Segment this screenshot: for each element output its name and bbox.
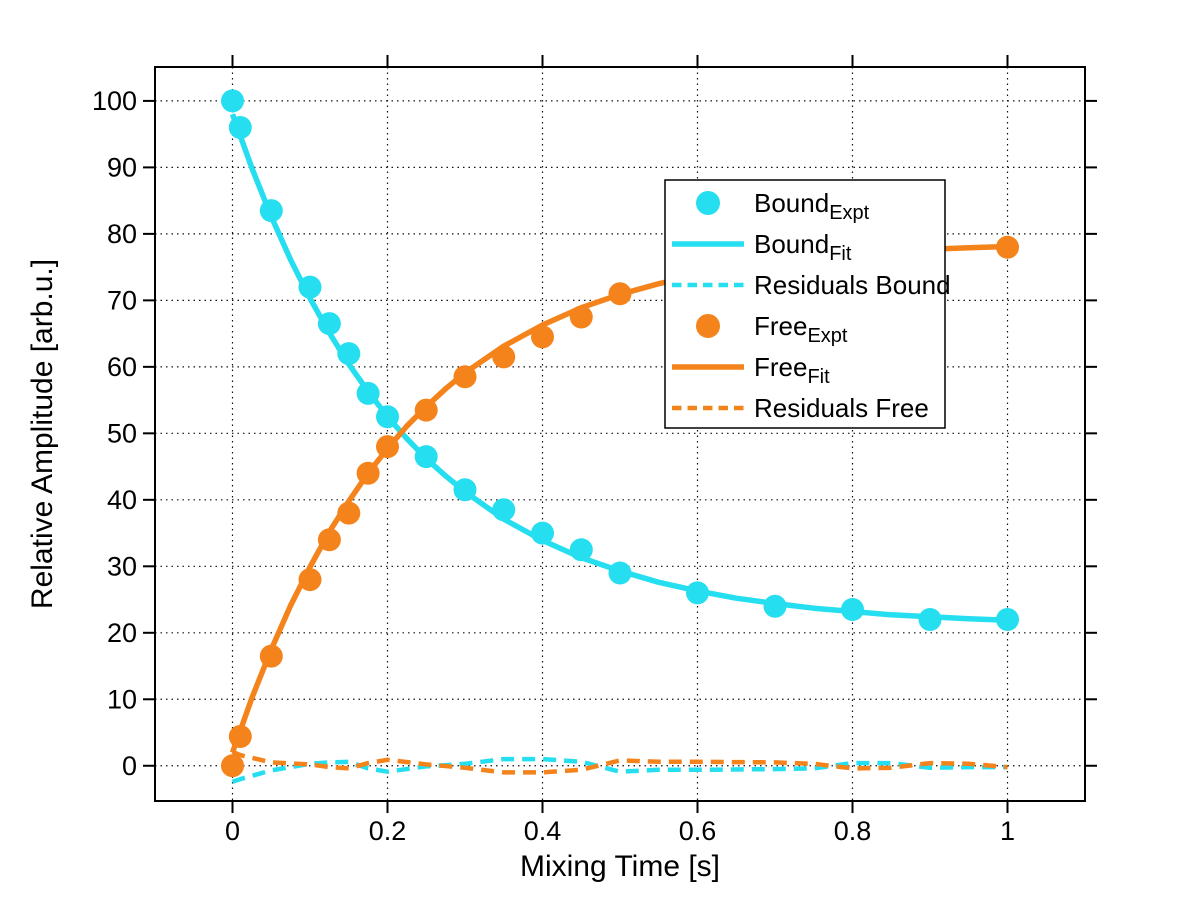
x-tick-label: 1	[1000, 816, 1015, 846]
y-tick-label: 90	[107, 152, 137, 182]
legend-label: Residuals Free	[754, 393, 929, 423]
series-free-expt	[221, 235, 1019, 778]
series-residuals-bound	[231, 756, 1008, 784]
legend: BoundExpt BoundFit Residuals Bound FreeExpt…	[664, 179, 951, 429]
x-axis-label: Mixing Time [s]	[520, 850, 720, 883]
plot-frame	[154, 66, 1086, 802]
series-bound-expt	[221, 89, 1019, 631]
x-tick-label: 0.8	[834, 816, 872, 846]
legend-marker-icon	[696, 191, 720, 215]
series-residuals-free	[231, 749, 1008, 775]
y-tick-label: 100	[92, 86, 137, 116]
y-tick-label: 80	[107, 219, 137, 249]
y-tick-label: 10	[107, 684, 137, 714]
legend-label: BoundFit	[754, 229, 852, 265]
y-tick-label: 60	[107, 352, 137, 382]
legend-label: FreeFit	[754, 352, 830, 388]
legend-label: FreeExpt	[754, 311, 848, 347]
y-tick-label: 40	[107, 485, 137, 515]
y-tick-label: 30	[107, 551, 137, 581]
y-tick-label: 70	[107, 285, 137, 315]
y-tick-label: 0	[122, 751, 137, 781]
x-tick-label: 0	[225, 816, 240, 846]
series	[221, 89, 1019, 784]
axis-ticks	[143, 55, 1097, 813]
x-tick-label: 0.2	[369, 816, 407, 846]
x-tick-label: 0.6	[679, 816, 717, 846]
grid	[155, 67, 1085, 801]
x-tick-label: 0.4	[524, 816, 562, 846]
legend-box	[664, 179, 946, 429]
legend-label: BoundExpt	[754, 188, 870, 224]
legend-label: Residuals Bound	[754, 270, 951, 300]
y-axis-label: Relative Amplitude [arb.u.]	[26, 259, 59, 609]
y-tick-label: 20	[107, 618, 137, 648]
y-tick-label: 50	[107, 418, 137, 448]
legend-marker-icon	[696, 314, 720, 338]
